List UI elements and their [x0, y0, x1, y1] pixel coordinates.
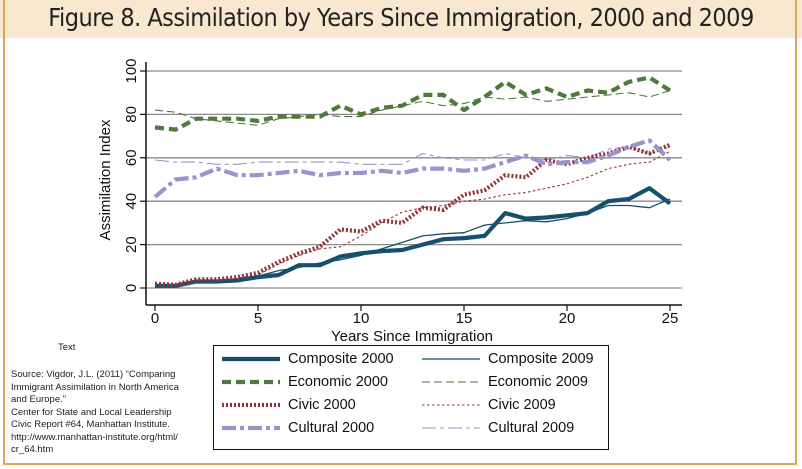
x-tick-label: 15 — [456, 310, 473, 327]
series-economic-2009 — [154, 89, 671, 126]
y-tick-label: 0 — [123, 284, 140, 292]
legend-label: Civic 2009 — [488, 397, 556, 413]
legend-label: Composite 2000 — [288, 351, 394, 367]
y-tick-label: 40 — [123, 193, 140, 210]
legend-swatch — [422, 404, 480, 406]
series-civic-2000 — [154, 142, 671, 287]
x-ticks: 0 5 10 15 20 25 — [151, 305, 679, 327]
legend-label: Civic 2000 — [288, 397, 356, 413]
gridlines — [146, 70, 682, 289]
source-line: cr_64.htm — [11, 444, 54, 455]
y-tick-label: 20 — [123, 236, 140, 253]
legend-swatch — [222, 356, 280, 362]
x-tick-label: 20 — [559, 310, 576, 327]
x-tick-label: 5 — [254, 310, 262, 327]
x-tick-label: 0 — [151, 310, 159, 327]
x-axis-label: Years Since Immigration — [331, 328, 493, 345]
legend-swatch — [222, 379, 280, 385]
legend-label: Economic 2000 — [288, 374, 388, 390]
series-composite-2000 — [155, 186, 672, 288]
legend-item: Composite 2000 — [222, 349, 394, 369]
legend-swatch — [422, 381, 480, 383]
series-economic-2000 — [154, 75, 672, 132]
title-band — [0, 0, 802, 38]
figure-frame — [3, 0, 797, 465]
legend-item: Civic 2009 — [422, 395, 556, 415]
legend-item: Civic 2000 — [222, 395, 356, 415]
source-line: Immigrant Assimilation in North America — [11, 381, 179, 393]
source-line: Civic Report #64, Manhattan Institute. — [11, 419, 170, 430]
x-tick-label: 10 — [353, 310, 370, 327]
legend-swatch — [222, 402, 280, 408]
legend-item: Economic 2009 — [422, 372, 588, 392]
y-tick-label: 100 — [123, 58, 140, 83]
y-tick-label: 60 — [123, 149, 140, 166]
legend-label: Composite 2009 — [488, 351, 594, 367]
source-line: http://www.manhattan-institute.org/html/ — [11, 431, 178, 443]
figure-title: Figure 8. Assimilation by Years Since Im… — [48, 3, 754, 32]
legend-item: Cultural 2000 — [222, 418, 374, 438]
legend-label: Cultural 2009 — [488, 420, 575, 436]
x-tick-label: 25 — [662, 310, 679, 327]
legend-swatch — [422, 358, 480, 360]
legend-swatch — [422, 427, 480, 429]
series-civic-2009 — [155, 150, 671, 286]
legend: Composite 2000 Composite 2009 Economic 200… — [213, 345, 609, 450]
y-axis-label: Assimilation Index — [97, 119, 114, 240]
legend-label: Economic 2009 — [488, 374, 588, 390]
source-line: and Europe.” — [11, 394, 66, 405]
legend-swatch — [222, 425, 280, 431]
legend-label: Cultural 2000 — [288, 420, 375, 436]
source-line: Center for State and Local Leadership — [11, 406, 172, 418]
side-label: Text — [58, 342, 76, 353]
y-tick-label: 80 — [123, 106, 140, 123]
series-cultural-2000 — [153, 138, 672, 199]
source-line: Source: Vigdor, J.L. (2011) “Comparing — [11, 369, 176, 380]
axes — [145, 62, 682, 306]
y-ticks: 0 20 40 60 80 100 — [123, 58, 146, 292]
source-note: Source: Vigdor, J.L. (2011) “Comparing Im… — [11, 369, 211, 457]
legend-item: Composite 2009 — [422, 349, 594, 369]
series-lines — [153, 75, 672, 288]
legend-item: Cultural 2009 — [422, 418, 574, 438]
legend-item: Economic 2000 — [222, 372, 388, 392]
